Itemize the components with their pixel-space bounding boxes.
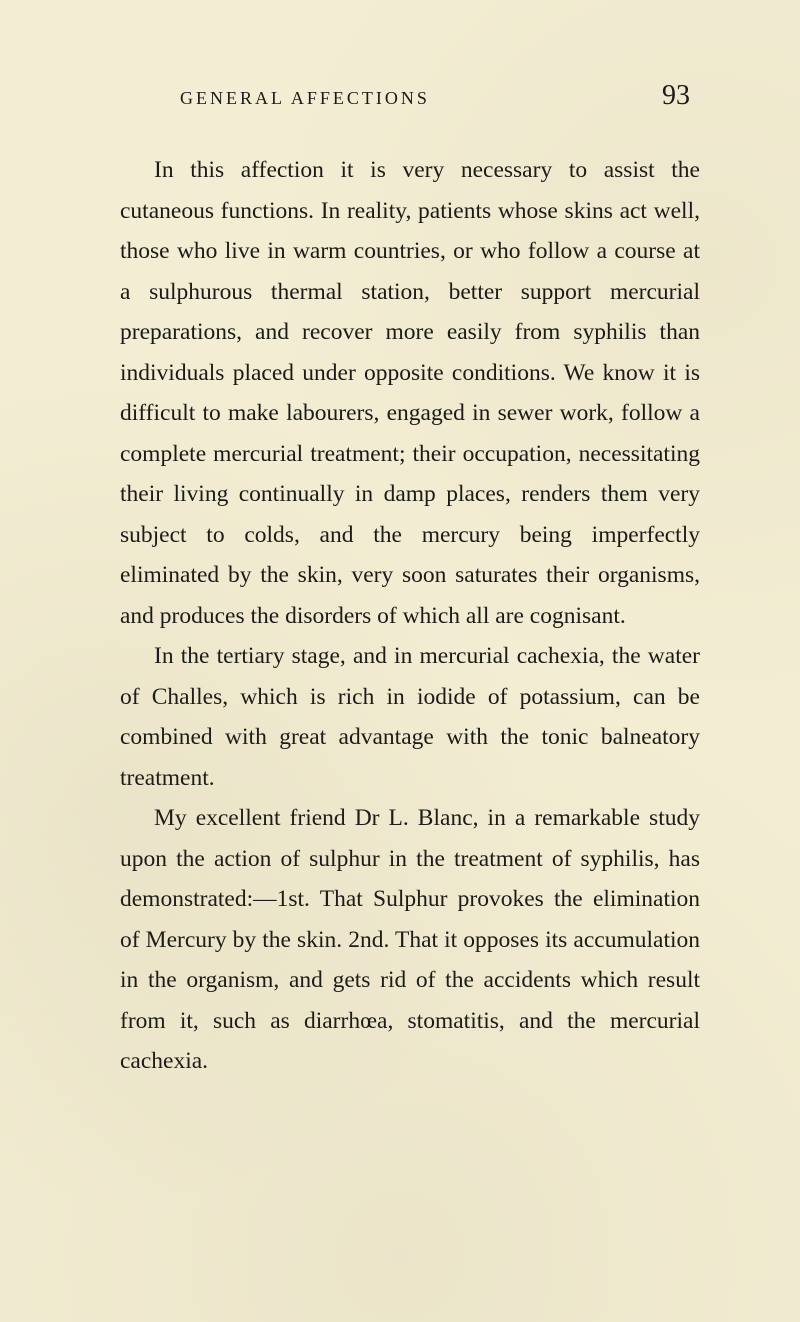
running-title: GENERAL AFFECTIONS: [180, 88, 430, 109]
paragraph: My excellent friend Dr L. Blanc, in a re…: [120, 798, 700, 1082]
paragraph: In the tertiary stage, and in mercurial …: [120, 636, 700, 798]
page-number: 93: [662, 80, 690, 112]
body-text: In this affection it is very necessary t…: [120, 150, 700, 1082]
page-header: GENERAL AFFECTIONS 93: [120, 80, 700, 112]
page: GENERAL AFFECTIONS 93 In this affection …: [0, 0, 800, 1322]
paragraph: In this affection it is very necessary t…: [120, 150, 700, 636]
